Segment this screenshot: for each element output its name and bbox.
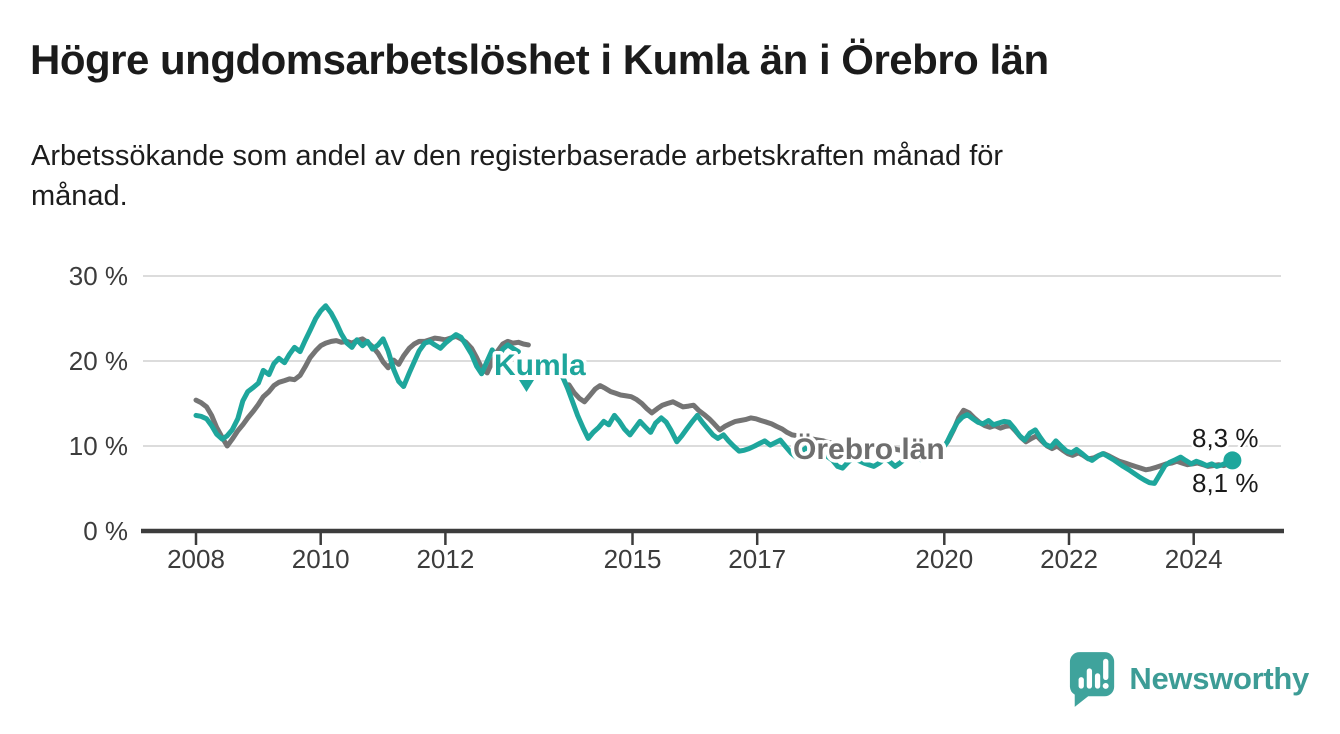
- x-tick-label-2017: 2017: [728, 544, 786, 574]
- y-tick-label-10: 10 %: [69, 431, 128, 461]
- subtitle-line-1: Arbetssökande som andel av den registerb…: [31, 140, 1004, 172]
- logo-bar-medium: [1095, 673, 1101, 689]
- newsworthy-logo-icon: [1070, 652, 1115, 707]
- logo-bar-small: [1078, 677, 1085, 689]
- orebro-lan-value-label: 8,1 %: [1192, 468, 1259, 498]
- newsworthy-logo-text: Newsworthy: [1129, 661, 1309, 696]
- x-tick-label-2024: 2024: [1165, 544, 1223, 574]
- x-tick-label-2022: 2022: [1040, 544, 1098, 574]
- kumla-line-segment-2: [559, 372, 1235, 486]
- orebro-lan-line-segment-1: [193, 333, 531, 449]
- y-tick-label-20: 20 %: [69, 346, 128, 376]
- x-tick-label-2010: 2010: [292, 544, 350, 574]
- x-tick-label-2008: 2008: [167, 544, 225, 574]
- logo-exclamation-stroke: [1103, 658, 1109, 680]
- page-title: Högre ungdomsarbetslöshet i Kumla än i Ö…: [30, 36, 1049, 83]
- page-subtitle: Arbetssökande som andel av den registerb…: [31, 136, 1003, 216]
- x-tick-label-2012: 2012: [416, 544, 474, 574]
- kumla-pointer-icon: [519, 380, 534, 392]
- x-tick-label-2015: 2015: [604, 544, 662, 574]
- y-tick-label-0: 0 %: [83, 516, 128, 546]
- orebro-lan-line-segment-2: [566, 382, 1235, 473]
- logo-bar-tall: [1087, 668, 1093, 689]
- logo-exclamation-dot: [1103, 682, 1110, 689]
- kumla-line-segment-1: [193, 303, 521, 442]
- kumla-series-label: Kumla: [494, 349, 586, 382]
- orebro-lan-series-label: Örebro län: [793, 433, 945, 466]
- y-tick-label-30: 30 %: [69, 261, 128, 291]
- x-tick-label-2020: 2020: [915, 544, 973, 574]
- subtitle-line-2: månad.: [31, 180, 128, 213]
- kumla-end-dot: [1223, 451, 1242, 470]
- kumla-value-label: 8,3 %: [1192, 423, 1259, 453]
- newsworthy-logo: Newsworthy: [1068, 651, 1309, 707]
